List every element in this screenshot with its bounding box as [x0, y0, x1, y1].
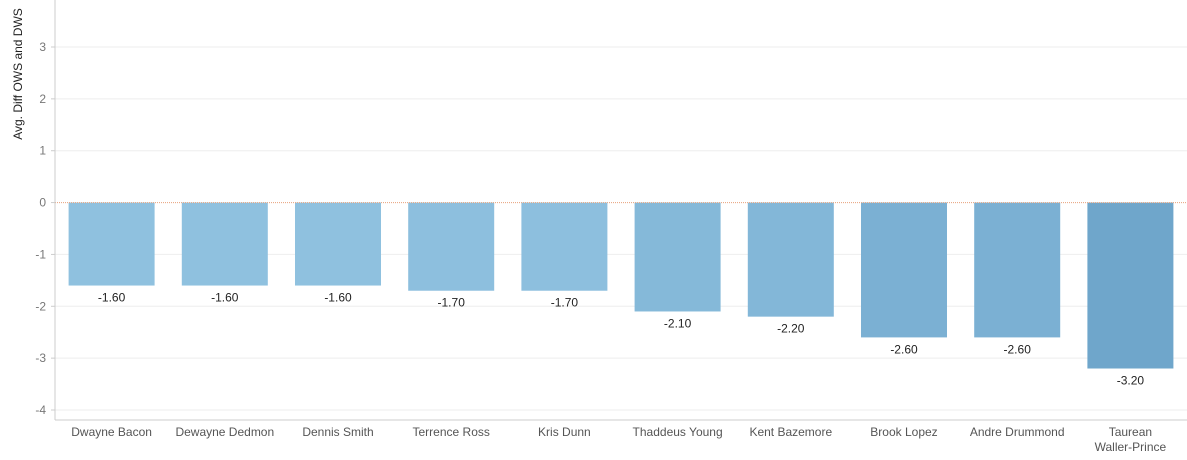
x-tick-label: Kris Dunn	[538, 425, 591, 439]
data-label: -1.60	[324, 291, 352, 305]
bar[interactable]	[295, 202, 381, 286]
x-tick-label: Taurean	[1109, 425, 1152, 439]
data-label: -3.20	[1117, 374, 1145, 388]
y-tick-label: 3	[39, 40, 46, 54]
x-tick-label: Andre Drummond	[970, 425, 1065, 439]
data-label: -1.70	[551, 296, 579, 310]
x-tick-label: Waller-Prince	[1095, 440, 1167, 454]
data-label: -2.20	[777, 322, 805, 336]
bar[interactable]	[181, 202, 268, 286]
y-tick-label: 1	[39, 144, 46, 158]
bar[interactable]	[1087, 202, 1174, 369]
y-tick-label: 2	[39, 92, 46, 106]
y-tick-label: 0	[39, 196, 46, 210]
x-tick-label: Dennis Smith	[302, 425, 373, 439]
data-labels: -1.60 -1.60 -1.60 -1.70 -1.70 -2.10 -2.20 -2.60…	[98, 291, 1144, 388]
data-label: -1.60	[98, 291, 126, 305]
y-axis-title: Avg. Diff OWS and DWS	[11, 8, 25, 140]
bars	[68, 202, 1174, 369]
y-tick-label: -4	[35, 403, 46, 417]
bar[interactable]	[747, 202, 834, 317]
data-label: -1.60	[211, 291, 239, 305]
data-label: -2.60	[1004, 342, 1032, 356]
y-axis: 3 2 1 0 -1 -2 -3 -4	[35, 0, 56, 420]
y-tick-label: -2	[35, 299, 46, 313]
y-tick-label: -1	[35, 247, 46, 261]
x-tick-label: Thaddeus Young	[633, 425, 723, 439]
bar[interactable]	[861, 202, 947, 338]
bar[interactable]	[634, 202, 721, 312]
bar[interactable]	[521, 202, 608, 291]
x-tick-label: Brook Lopez	[870, 425, 937, 439]
x-tick-label: Dewayne Dedmon	[175, 425, 274, 439]
x-tick-label: Terrence Ross	[413, 425, 490, 439]
data-label: -2.10	[664, 316, 692, 330]
data-label: -2.60	[890, 342, 918, 356]
x-tick-label: Kent Bazemore	[749, 425, 832, 439]
x-tick-label: Dwayne Bacon	[71, 425, 152, 439]
bar[interactable]	[408, 202, 495, 291]
bar[interactable]	[68, 202, 155, 286]
data-label: -1.70	[438, 296, 466, 310]
y-tick-label: -3	[35, 351, 46, 365]
bar[interactable]	[974, 202, 1061, 338]
x-axis: Dwayne Bacon Dewayne Dedmon Dennis Smith Te…	[55, 419, 1187, 454]
